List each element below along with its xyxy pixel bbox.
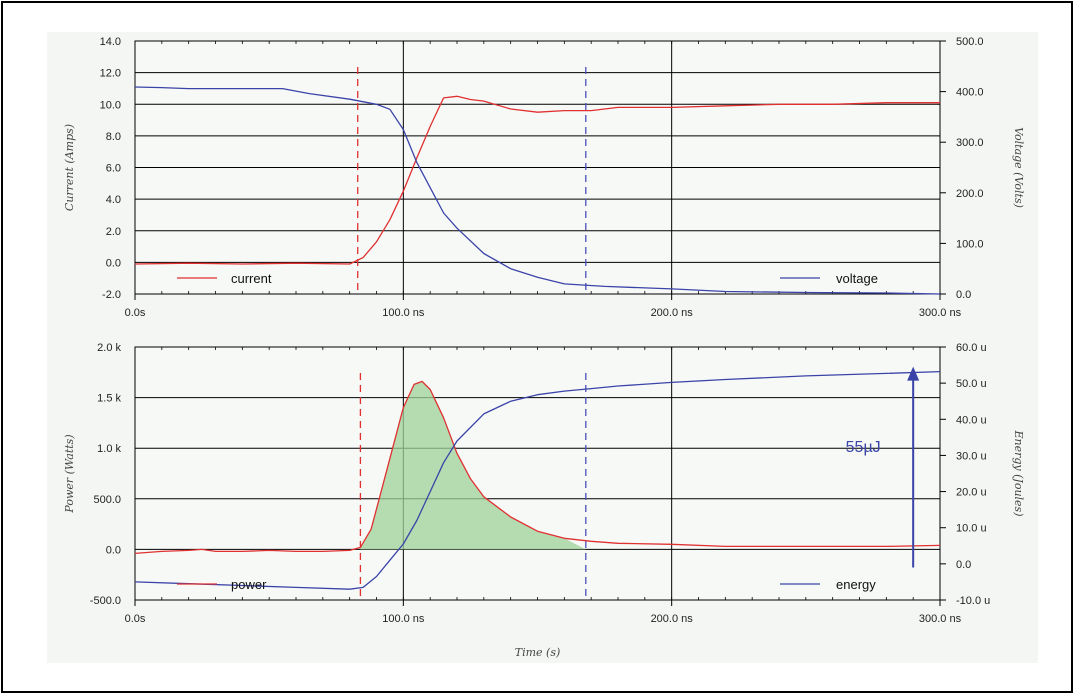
top-left-tick-label: 12.0: [100, 68, 121, 80]
energy-area: [360, 381, 586, 550]
top-left-tick-label: 10.0: [100, 99, 121, 111]
bottom-left-axis-label: Power (Watts): [63, 434, 76, 513]
bottom-series-energy: [134, 370, 941, 590]
bottom-x-tick-label: 200.0 ns: [651, 613, 694, 625]
annotation-arrow-head: [907, 366, 920, 381]
x-axis-label: Time (s): [515, 646, 561, 659]
bottom-right-tick-label: 40.0 u: [956, 414, 987, 426]
top-series-voltage: [134, 86, 941, 295]
bottom-x-tick-label: 100.0 ns: [382, 613, 425, 625]
bottom-left-tick-label: -500.0: [90, 595, 121, 607]
top-left-tick-label: 14.0: [100, 36, 121, 48]
bottom-right-tick-label: 60.0 u: [956, 342, 987, 354]
bottom-right-tick-label: 0.0: [956, 559, 971, 571]
top-x-tick-label: 0.0s: [125, 307, 146, 319]
bottom-legend-label: power: [231, 577, 267, 592]
bottom-left-tick-label: 1.5 k: [97, 393, 121, 405]
top-legend-label: voltage: [836, 271, 878, 286]
top-right-tick-label: 300.0: [956, 137, 984, 149]
bottom-x-tick-label: 0.0s: [125, 613, 146, 625]
bottom-left-tick-label: 2.0 k: [97, 342, 121, 354]
top-left-axis-label: Current (Amps): [63, 124, 76, 211]
annotation-label: 55µJ: [846, 439, 881, 456]
bottom-left-tick-label: 0.0: [106, 544, 121, 556]
top-legend-label: current: [231, 271, 272, 286]
top-left-tick-label: 8.0: [106, 131, 121, 143]
bottom-right-tick-label: -10.0 u: [956, 595, 990, 607]
top-right-tick-label: 200.0: [956, 188, 984, 200]
top-left-tick-label: -2.0: [102, 289, 121, 301]
bottom-right-tick-label: 50.0 u: [956, 378, 987, 390]
bottom-left-tick-label: 1.0 k: [97, 443, 121, 455]
top-left-tick-label: 6.0: [106, 163, 121, 175]
top-right-tick-label: 100.0: [956, 238, 984, 250]
bottom-right-tick-label: 20.0 u: [956, 487, 987, 499]
top-right-tick-label: 0.0: [956, 289, 971, 301]
top-right-tick-label: 500.0: [956, 36, 984, 48]
bottom-left-tick-label: 500.0: [93, 494, 121, 506]
top-x-tick-label: 300.0 ns: [919, 307, 962, 319]
bottom-legend-label: energy: [836, 577, 876, 592]
bottom-right-tick-label: 30.0 u: [956, 450, 987, 462]
bottom-x-tick-label: 300.0 ns: [919, 613, 962, 625]
bottom-right-tick-label: 10.0 u: [956, 523, 987, 535]
top-left-tick-label: 0.0: [106, 257, 121, 269]
bottom-plot-area: [134, 346, 941, 601]
bottom-series-power: [134, 380, 941, 555]
top-right-tick-label: 400.0: [956, 87, 984, 99]
top-left-tick-label: 4.0: [106, 194, 121, 206]
top-right-axis-label: Voltage (Volts): [1012, 127, 1025, 208]
top-x-tick-label: 100.0 ns: [382, 307, 425, 319]
top-left-tick-label: 2.0: [106, 226, 121, 238]
top-series-current: [134, 95, 940, 265]
top-x-tick-label: 200.0 ns: [651, 307, 694, 319]
bottom-right-axis-label: Energy (Joules): [1012, 429, 1025, 516]
